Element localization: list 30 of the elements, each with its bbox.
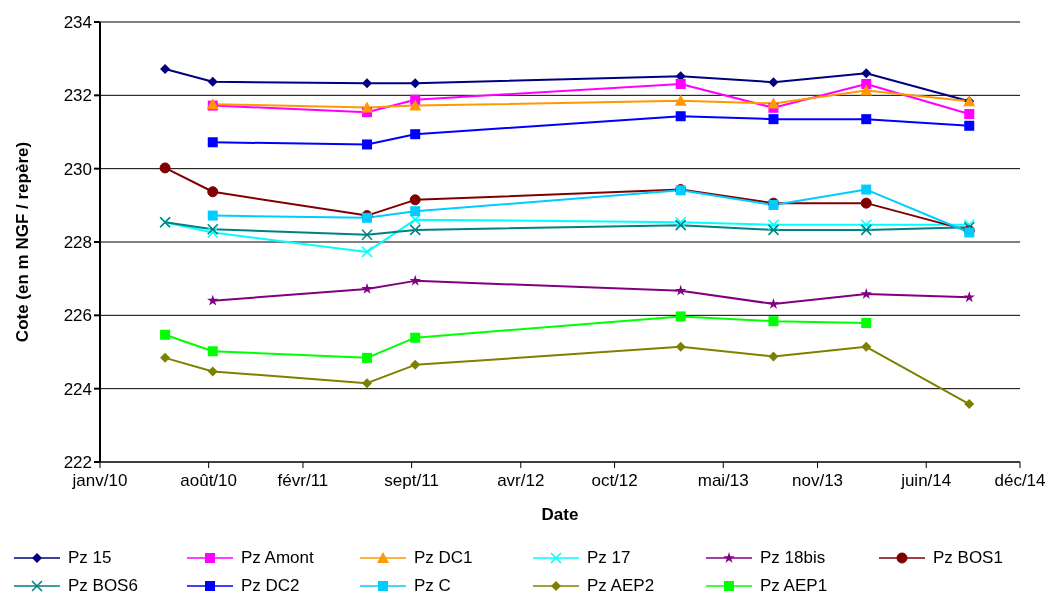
legend-label: Pz AEP2 (587, 576, 655, 596)
legend-label: Pz Amont (241, 548, 314, 568)
x-tick-label: août/10 (180, 471, 238, 491)
legend-label: Pz 18bis (760, 548, 826, 568)
x-tick-label: nov/13 (792, 471, 844, 491)
y-tick-label: 224 (63, 379, 92, 399)
y-tick-label: 232 (63, 86, 92, 106)
x-tick-label: avr/12 (497, 471, 545, 491)
x-tick-label: mai/13 (697, 471, 749, 491)
legend-label: Pz BOS1 (933, 548, 1003, 568)
legend-label: Pz BOS6 (68, 576, 138, 596)
y-tick-label: 228 (63, 233, 92, 253)
y-tick-label: 234 (63, 13, 92, 33)
x-tick-label: juin/14 (900, 471, 952, 491)
y-tick-label: 222 (63, 453, 92, 473)
y-tick-label: 226 (63, 306, 92, 326)
y-axis-title: Cote (en m NGF / repère) (13, 141, 33, 343)
x-tick-label: sept/11 (384, 471, 439, 491)
legend-label: Pz DC1 (414, 548, 473, 568)
legend-label: Pz DC2 (241, 576, 300, 596)
x-axis-title: Date (541, 505, 579, 524)
x-tick-label: févr/11 (277, 471, 329, 491)
legend-label: Pz 15 (68, 548, 112, 568)
legend-label: Pz AEP1 (760, 576, 828, 596)
legend-label: Pz 17 (587, 548, 631, 568)
y-tick-label: 230 (63, 159, 92, 179)
x-tick-label: janv/10 (71, 471, 128, 491)
x-tick-label: déc/14 (994, 471, 1046, 491)
x-tick-label: oct/12 (591, 471, 638, 491)
legend-label: Pz C (414, 576, 451, 596)
